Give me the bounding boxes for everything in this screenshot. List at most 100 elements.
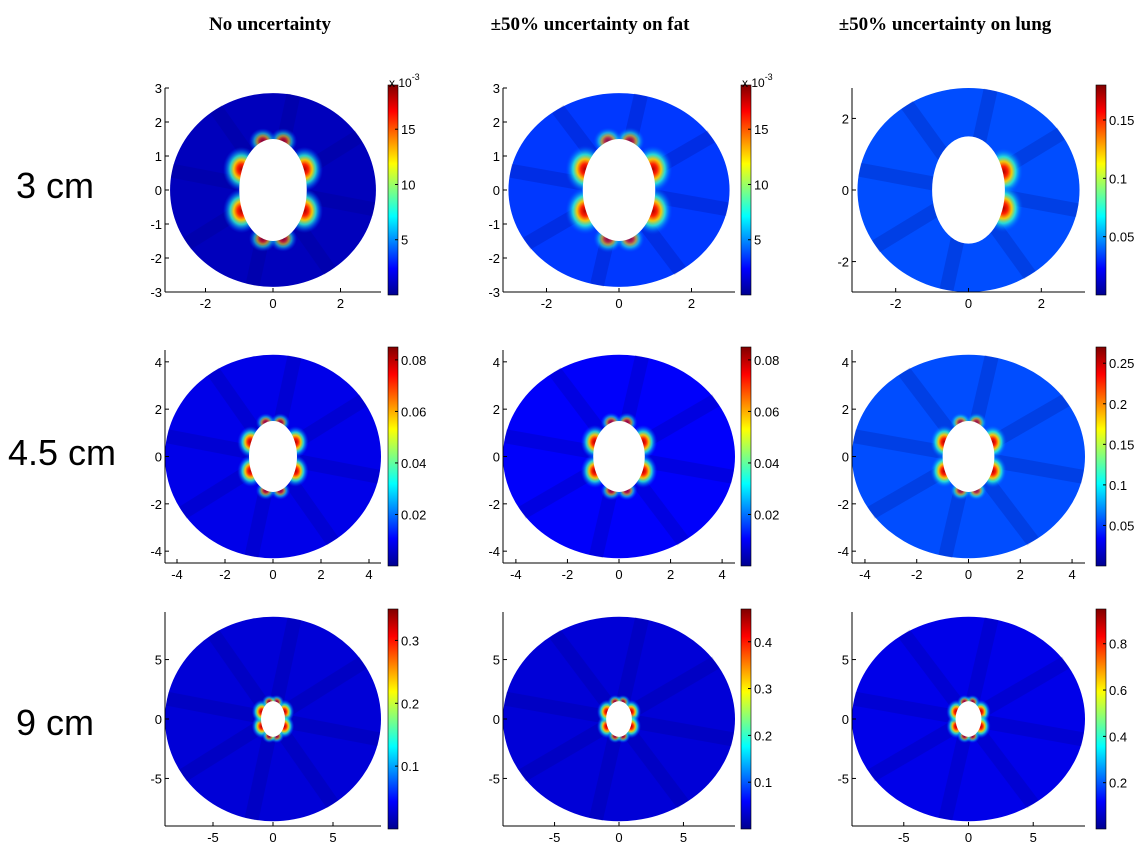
y-tick-label: 5: [493, 653, 500, 668]
y-tick-label: 0: [493, 450, 500, 465]
y-tick-label: -4: [488, 544, 500, 559]
colorbar-tick-label: 0.15: [1109, 113, 1134, 128]
y-tick-label: 1: [155, 149, 162, 164]
heatmap-panel: -5 0 5 -5 0 5 0.1 0.2 0.3 0.4: [488, 608, 772, 845]
inner-hole: [955, 701, 982, 737]
inner-hole: [593, 421, 645, 492]
colorbar-tick-label: 0.4: [754, 635, 772, 650]
column-title-fat: ±50% uncertainty on fat: [491, 14, 691, 35]
colorbar-tick-label: 5: [401, 233, 408, 248]
y-tick-label: -5: [488, 771, 500, 786]
colorbar-tick-label: 5: [754, 233, 761, 248]
colorbar-tick-label: 0.1: [1109, 478, 1127, 493]
y-tick-label: 2: [493, 115, 500, 130]
heatmap-panel: -5 0 5 -5 0 5 0.2 0.4 0.6 0.8: [837, 608, 1127, 845]
colorbar: [1095, 84, 1107, 296]
y-tick-label: -2: [488, 251, 500, 266]
y-tick-label: 4: [493, 355, 500, 370]
colorbar-tick-label: 0.2: [1109, 776, 1127, 791]
x-tick-label: -2: [219, 567, 231, 582]
y-tick-label: 0: [155, 712, 162, 727]
colorbar: [740, 608, 752, 830]
x-tick-label: 0: [269, 296, 276, 311]
y-tick-label: 2: [155, 115, 162, 130]
heatmap-panel: -4 -2 0 2 4 -4 -2 0 2 4 0.05 0.1 0.15 0.2 0.25: [837, 346, 1134, 582]
colorbar-tick-label: 0.3: [754, 682, 772, 697]
colorbar-tick-label: 0.2: [401, 696, 419, 711]
colorbar-tick-label: 15: [754, 122, 768, 137]
colorbar-tick-label: 0.08: [754, 353, 779, 368]
y-tick-label: -3: [150, 285, 162, 300]
colorbar: [387, 84, 399, 296]
x-tick-label: -5: [898, 830, 910, 845]
x-tick-label: 4: [1068, 567, 1075, 582]
y-tick-label: 5: [155, 653, 162, 668]
inner-hole: [249, 421, 297, 492]
x-tick-label: 2: [1017, 567, 1024, 582]
row-label-4-5cm: 4.5 cm: [8, 432, 116, 473]
x-tick-label: -4: [859, 567, 871, 582]
y-tick-label: 1: [493, 149, 500, 164]
x-tick-label: 0: [615, 830, 622, 845]
y-tick-label: -2: [837, 255, 849, 270]
colorbar-tick-label: 0.8: [1109, 637, 1127, 652]
heatmap-panel: -5 0 5 -5 0 5 0.1 0.2 0.3: [150, 608, 419, 845]
y-tick-label: -4: [837, 544, 849, 559]
x-tick-label: -5: [549, 830, 561, 845]
y-tick-label: -3: [488, 285, 500, 300]
y-tick-label: 2: [842, 402, 849, 417]
x-tick-label: 2: [667, 567, 674, 582]
inner-hole: [932, 136, 1005, 244]
colorbar-tick-label: 0.1: [1109, 171, 1127, 186]
x-tick-label: -2: [562, 567, 574, 582]
colorbar: [1095, 346, 1107, 567]
x-tick-label: -5: [207, 830, 219, 845]
x-tick-label: 2: [317, 567, 324, 582]
colorbar-tick-label: 0.06: [754, 404, 779, 419]
colorbar-tick-label: 0.06: [401, 404, 426, 419]
x-tick-label: 2: [688, 296, 695, 311]
x-tick-label: 0: [269, 567, 276, 582]
x-tick-label: 5: [680, 830, 687, 845]
colorbar: [387, 608, 399, 830]
heatmap-panel: -2 0 2 -2 0 2 0.05 0.1 0.15: [837, 84, 1134, 311]
colorbar: [1095, 608, 1107, 830]
y-tick-label: 3: [155, 81, 162, 96]
column-title-lung: ±50% uncertainty on lung: [839, 14, 1052, 35]
y-tick-label: -4: [150, 544, 162, 559]
y-tick-label: -5: [150, 771, 162, 786]
colorbar-multiplier: x 10-3: [742, 72, 773, 90]
colorbar-tick-label: 0.05: [1109, 230, 1134, 245]
y-tick-label: 5: [842, 653, 849, 668]
colorbar-tick-label: 0.1: [754, 775, 772, 790]
colorbar: [740, 346, 752, 567]
x-tick-label: 5: [1030, 830, 1037, 845]
colorbar-tick-label: 0.25: [1109, 356, 1134, 371]
x-tick-label: 5: [329, 830, 336, 845]
x-tick-label: 2: [337, 296, 344, 311]
y-tick-label: -1: [488, 217, 500, 232]
y-tick-label: 2: [842, 111, 849, 126]
colorbar-tick-label: 0.4: [1109, 729, 1127, 744]
heatmap-panel: -2 0 2 -3 -2 -1 0 1 2 3 5 10 15 x 10-3: [488, 72, 772, 311]
y-tick-label: -1: [150, 217, 162, 232]
x-tick-label: -2: [911, 567, 923, 582]
colorbar-tick-label: 0.04: [401, 456, 426, 471]
colorbar-tick-label: 0.2: [754, 728, 772, 743]
colorbar-tick-label: 0.02: [754, 507, 779, 522]
colorbar-tick-label: 0.15: [1109, 437, 1134, 452]
y-tick-label: 0: [493, 183, 500, 198]
colorbar-tick-label: 0.02: [401, 507, 426, 522]
y-tick-label: 0: [155, 183, 162, 198]
heatmap-panel: -4 -2 0 2 4 -4 -2 0 2 4 0.02 0.04 0.06 0.08: [488, 346, 779, 582]
x-tick-label: 4: [365, 567, 372, 582]
y-tick-label: 2: [155, 402, 162, 417]
inner-hole: [239, 139, 307, 241]
inner-hole: [942, 421, 995, 492]
heatmap-panel: -4 -2 0 2 4 -4 -2 0 2 4 0.02 0.04 0.06 0.08: [150, 346, 426, 582]
colorbar-tick-label: 0.1: [401, 759, 419, 774]
colorbar-tick-label: 15: [401, 122, 415, 137]
y-tick-label: 2: [493, 402, 500, 417]
y-tick-label: 4: [842, 355, 849, 370]
